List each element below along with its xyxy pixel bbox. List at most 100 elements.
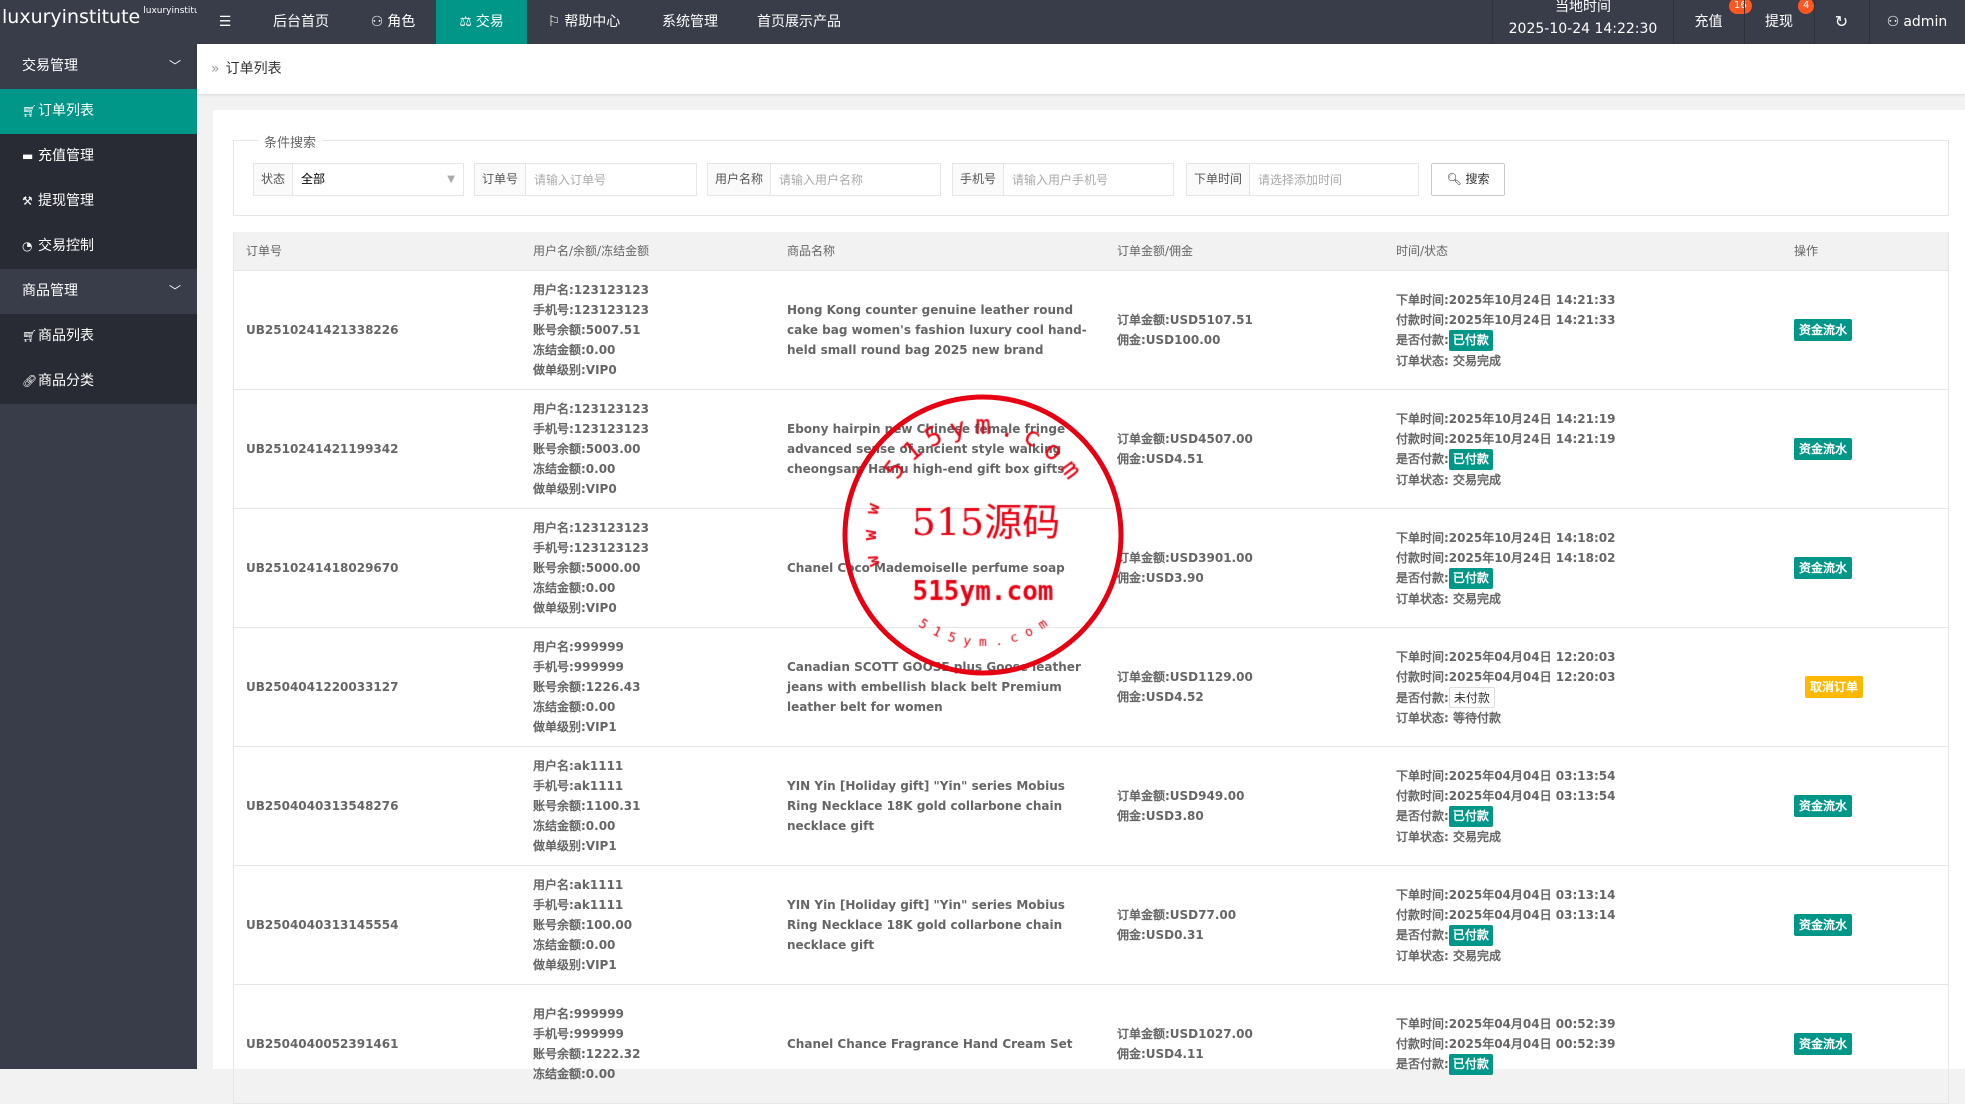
fund-flow-button[interactable]: 资金流水: [1794, 557, 1853, 579]
user-info-line: 账号余额:5003.00: [533, 442, 641, 456]
nav-item[interactable]: ⚖ 交易: [436, 0, 527, 44]
refresh-icon[interactable]: ↻: [1834, 12, 1849, 31]
order-id-text: UB2504040313548276: [246, 799, 399, 813]
sidebar-item[interactable]: 🛒︎商品列表: [0, 314, 197, 359]
time-status: 下单时间:2025年10月24日 14:21:33 付款时间:2025年10月24…: [1396, 271, 1766, 389]
product-name: Canadian SCOTT GOOSE plus Goose leather …: [787, 628, 1097, 746]
user-info-line: 用户名:123123123: [533, 283, 649, 297]
sidebar-item-label: 交易控制: [38, 238, 94, 254]
product-name-text: YIN Yin [Holiday gift] "Yin" series Mobi…: [787, 898, 1065, 952]
nav-item[interactable]: 首页展示产品: [745, 0, 853, 44]
pay-time: 付款时间:2025年04月04日 03:13:14: [1396, 907, 1616, 922]
cancel-order-button[interactable]: 取消订单: [1805, 676, 1864, 698]
order-time: 下单时间:2025年04月04日 03:13:54: [1396, 768, 1616, 783]
sidebar-group[interactable]: 交易管理 ﹀: [0, 44, 197, 89]
fund-flow-button[interactable]: 资金流水: [1794, 319, 1853, 341]
user-info-line: 用户名:123123123: [533, 521, 649, 535]
sidebar-group[interactable]: 商品管理 ﹀: [0, 269, 197, 314]
search-button[interactable]: 🔍︎ 搜索: [1431, 163, 1505, 196]
order-time-label: 下单时间: [1187, 164, 1251, 195]
status-label: 状态: [254, 164, 294, 195]
paid-line: 是否付款: 已付款: [1396, 1053, 1766, 1075]
paid-line: 是否付款: 已付款: [1396, 329, 1766, 351]
withdraw-label: 提现: [1765, 14, 1793, 30]
product-name-text: Ebony hairpin new Chinese female fringe …: [787, 422, 1066, 476]
username-field: 用户名称: [707, 163, 941, 196]
withdraw-button[interactable]: 提现 4: [1744, 0, 1815, 44]
sidebar-item[interactable]: ⚒ 提现管理: [0, 179, 197, 224]
user-info-line: 账号余额:1100.31: [533, 799, 641, 813]
search-legend: 条件搜索: [258, 132, 323, 151]
phone-label: 手机号: [953, 164, 1005, 195]
sidebar-item[interactable]: ▬ 充值管理: [0, 134, 197, 179]
actions: 资金流水: [1794, 509, 1904, 627]
user-info-line: 账号余额:1226.43: [533, 680, 641, 694]
order-amount: 订单金额:USD5107.51: [1117, 313, 1253, 327]
sidebar-item[interactable]: 🔗︎商品分类: [0, 359, 197, 404]
fund-flow-button[interactable]: 资金流水: [1794, 914, 1853, 936]
fund-flow-button[interactable]: 资金流水: [1794, 438, 1853, 460]
phone-input[interactable]: [1004, 164, 1173, 195]
nav-item[interactable]: 系统管理: [655, 0, 725, 44]
product-name: YIN Yin [Holiday gift] "Yin" series Mobi…: [787, 866, 1097, 984]
product-name-text: Canadian SCOTT GOOSE plus Goose leather …: [787, 660, 1081, 714]
menu-toggle-icon[interactable]: ☰: [218, 14, 232, 30]
sidebar-item[interactable]: 🛒︎订单列表: [0, 89, 197, 134]
user-info-line: 用户名:ak1111: [533, 759, 624, 773]
paid-label: 是否付款:: [1396, 451, 1449, 466]
order-time: 下单时间:2025年10月24日 14:18:02: [1396, 530, 1616, 545]
pay-time: 付款时间:2025年10月24日 14:21:19: [1396, 431, 1616, 446]
user-info: 用户名:999999 手机号:999999 账号余额:1222.32 冻结金额:0.0…: [533, 985, 783, 1103]
time-status: 下单时间:2025年04月04日 03:13:14 付款时间:2025年04月04…: [1396, 866, 1766, 984]
sidebar: 交易管理 ﹀ 🛒︎订单列表 ▬ 充值管理 ⚒ 提现管理 ◔ 交易控制 商品管理 ﹀ 🛒︎商品列表 🔗︎商…: [0, 44, 197, 1069]
user-info-line: 做单级别:VIP1: [533, 720, 617, 734]
chevron-down-icon: ﹀: [168, 59, 181, 73]
time-status: 下单时间:2025年04月04日 00:52:39 付款时间:2025年04月04…: [1396, 985, 1766, 1103]
recharge-badge: 16: [1729, 0, 1752, 14]
flag-icon: ⚐: [547, 14, 561, 30]
user-info-line: 手机号:ak1111: [533, 779, 624, 793]
nav-item[interactable]: ⚐ 帮助中心: [538, 0, 630, 44]
commission: 佣金:USD4.51: [1117, 452, 1204, 466]
recharge-button[interactable]: 充值 16: [1673, 0, 1752, 44]
paid-line: 是否付款: 已付款: [1396, 448, 1766, 470]
actions: 资金流水: [1794, 747, 1904, 865]
hammer-icon: ⚒: [22, 194, 33, 208]
user-info: 用户名:123123123 手机号:123123123 账号余额:5000.00 冻结…: [533, 509, 783, 627]
table-row: UB2504041220033127 用户名:999999 手机号:999999 账号…: [234, 627, 1948, 746]
paid-status-badge: 已付款: [1448, 448, 1493, 470]
fund-flow-button[interactable]: 资金流水: [1794, 1033, 1853, 1055]
user-info-line: 账号余额:100.00: [533, 918, 633, 932]
logo-sup: luxuryinstitute: [143, 6, 197, 16]
user-info-line: 做单级别:VIP0: [533, 482, 617, 496]
order-id: UB2510241421338226: [246, 271, 526, 389]
order-id: UB2504040313548276: [246, 747, 526, 865]
time-status: 下单时间:2025年10月24日 14:21:19 付款时间:2025年10月24…: [1396, 390, 1766, 508]
product-name: Chanel Coco Mademoiselle perfume soap: [787, 509, 1097, 627]
nav-item[interactable]: ⚇ 角色: [360, 0, 426, 44]
order-number-input[interactable]: [526, 164, 696, 195]
username-input[interactable]: [771, 164, 940, 195]
nav-item[interactable]: 后台首页: [272, 0, 330, 44]
admin-menu[interactable]: ⚇ admin: [1869, 0, 1965, 44]
commission: 佣金:USD4.52: [1117, 690, 1204, 704]
amount-info: 订单金额:USD1027.00 佣金:USD4.11: [1117, 985, 1387, 1103]
paid-label: 是否付款:: [1396, 690, 1449, 705]
sidebar-item[interactable]: ◔ 交易控制: [0, 224, 197, 269]
scale-icon: ⚖: [459, 14, 472, 30]
order-time: 下单时间:2025年10月24日 14:21:19: [1396, 411, 1616, 426]
cart-icon: 🛒︎: [22, 329, 38, 343]
order-amount: 订单金额:USD949.00: [1117, 789, 1245, 803]
clock-label: 当地时间: [1555, 0, 1611, 15]
user-info: 用户名:ak1111 手机号:ak1111 账号余额:100.00 冻结金额:0.00…: [533, 866, 783, 984]
paid-status-badge: 已付款: [1448, 1053, 1493, 1075]
status-select[interactable]: 状态 全部 ▼: [253, 163, 464, 196]
order-status: 订单状态: 等待付款: [1396, 710, 1501, 725]
order-time-field: 下单时间: [1186, 163, 1419, 196]
table-row: UB2504040313145554 用户名:ak1111 手机号:ak1111 账号…: [234, 865, 1948, 984]
order-time: 下单时间:2025年04月04日 03:13:14: [1396, 887, 1616, 902]
order-time-input[interactable]: [1250, 164, 1418, 195]
fund-flow-button[interactable]: 资金流水: [1794, 795, 1853, 817]
order-id: UB2504040052391461: [246, 985, 526, 1103]
paid-status-badge: 已付款: [1448, 329, 1493, 351]
